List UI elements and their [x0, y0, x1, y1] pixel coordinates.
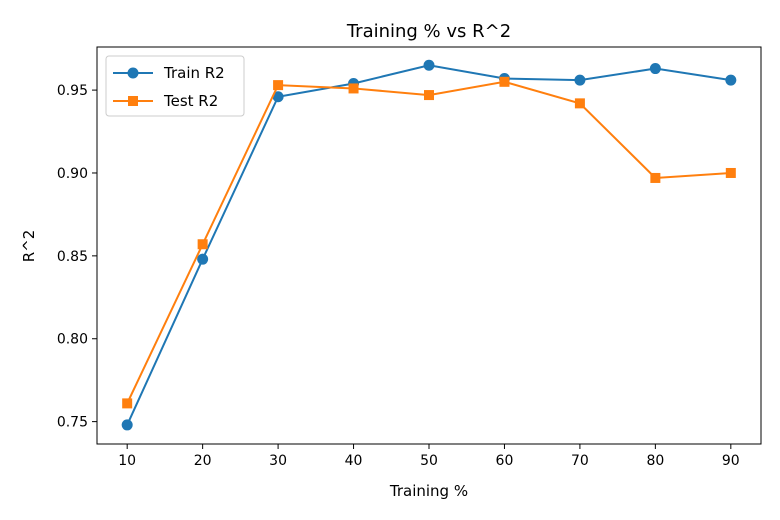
- legend-marker-test-r2: [128, 96, 138, 106]
- y-tick-label: 0.75: [57, 415, 88, 431]
- data-point-train-r2: [423, 59, 435, 71]
- y-tick-label: 0.95: [57, 83, 88, 99]
- x-axis: 10 20 30 40 50 60 70 80 90: [118, 444, 740, 469]
- chart-title: Training % vs R^2: [346, 21, 511, 42]
- data-point-train-r2: [121, 419, 133, 431]
- x-tick-label: 50: [420, 453, 438, 469]
- x-tick-label: 20: [194, 453, 212, 469]
- y-tick-label: 0.90: [57, 166, 88, 182]
- data-point-test-r2: [273, 80, 284, 91]
- x-tick-label: 70: [571, 453, 589, 469]
- x-axis-label: Training %: [389, 482, 468, 500]
- legend-label-train-r2: Train R2: [163, 64, 225, 82]
- x-tick-label: 80: [646, 453, 664, 469]
- x-tick-label: 40: [345, 453, 363, 469]
- y-tick-label: 0.85: [57, 249, 88, 265]
- data-point-train-r2: [725, 74, 737, 86]
- x-tick-label: 10: [118, 453, 136, 469]
- data-point-train-r2: [272, 91, 284, 103]
- data-point-test-r2: [650, 172, 661, 183]
- data-point-test-r2: [725, 167, 736, 178]
- x-tick-label: 30: [269, 453, 287, 469]
- data-point-test-r2: [197, 239, 208, 250]
- data-point-train-r2: [197, 253, 209, 265]
- data-point-test-r2: [499, 76, 510, 87]
- x-tick-label: 60: [496, 453, 514, 469]
- data-point-test-r2: [122, 398, 133, 409]
- legend-label-test-r2: Test R2: [163, 92, 218, 110]
- y-axis-label: R^2: [20, 230, 38, 263]
- y-tick-label: 0.80: [57, 332, 88, 348]
- data-point-train-r2: [649, 63, 661, 75]
- data-point-test-r2: [424, 90, 434, 101]
- data-point-test-r2: [574, 98, 585, 109]
- legend: Train R2 Test R2: [105, 55, 245, 117]
- y-axis: 0.75 0.80 0.85 0.90 0.95: [57, 83, 97, 431]
- series-layer: [121, 59, 737, 431]
- data-point-test-r2: [348, 83, 359, 94]
- data-point-train-r2: [574, 74, 586, 86]
- x-tick-label: 90: [722, 453, 740, 469]
- legend-marker-train-r2: [127, 67, 139, 79]
